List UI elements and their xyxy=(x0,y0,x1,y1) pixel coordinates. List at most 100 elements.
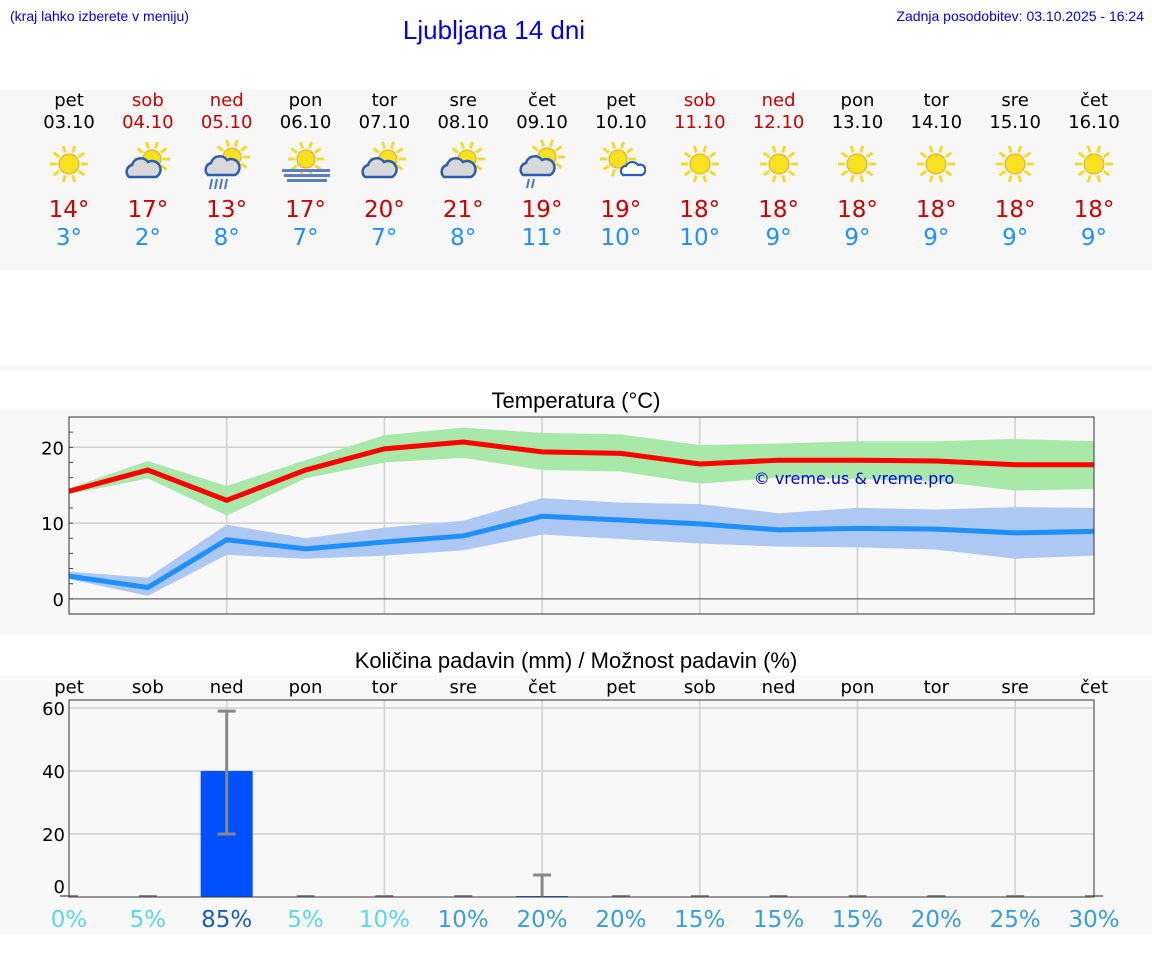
fog-sun-icon xyxy=(281,139,331,189)
max-temp: 18° xyxy=(915,197,957,223)
day-date: 16.10 xyxy=(1068,112,1120,133)
sun-icon xyxy=(754,139,804,189)
day-name: tor xyxy=(371,90,398,111)
sun-icon xyxy=(832,139,882,189)
max-temp: 14° xyxy=(48,197,90,223)
sun-icon xyxy=(911,139,961,189)
precipitation-probability: 20% xyxy=(911,907,962,933)
min-temp: 9° xyxy=(923,225,950,251)
x-day-label: ned xyxy=(210,677,244,698)
light-rain-icon xyxy=(517,139,567,189)
x-day-label: pet xyxy=(54,677,84,698)
day-date: 11.10 xyxy=(674,112,726,133)
day-column: pon 06.10 17° 7° xyxy=(266,90,346,251)
precipitation-probability: 30% xyxy=(1068,907,1119,933)
y-tick-label: 20 xyxy=(41,438,64,459)
day-column: tor 14.10 18° 9° xyxy=(896,90,976,251)
min-temp: 7° xyxy=(371,225,398,251)
location-hint: (kraj lahko izberete v meniju) xyxy=(10,8,189,24)
day-name: čet xyxy=(528,90,557,111)
max-temp: 18° xyxy=(679,197,721,223)
y-tick-label: 10 xyxy=(41,514,64,535)
temperature-title: Temperatura (°C) xyxy=(491,388,661,413)
y-tick-label: 60 xyxy=(42,699,65,720)
precipitation-probability: 10% xyxy=(359,907,410,933)
max-temp: 18° xyxy=(837,197,878,223)
min-temp-line xyxy=(68,513,1095,591)
watermark: © vreme.us & vreme.pro xyxy=(754,469,955,488)
min-temp: 8° xyxy=(213,225,240,251)
min-temp: 9° xyxy=(1080,225,1108,251)
day-column: sob 11.10 18° 10° xyxy=(660,90,740,251)
precipitation-probability: 5% xyxy=(287,907,324,933)
x-day-label: čet xyxy=(528,677,556,698)
max-temp: 17° xyxy=(285,197,326,223)
day-date: 06.10 xyxy=(279,112,332,133)
min-temp-range-band xyxy=(69,498,1094,596)
day-name: tor xyxy=(923,90,950,111)
day-column: čet 09.10 19° 11° xyxy=(502,90,582,251)
min-temp: 9° xyxy=(765,225,792,251)
max-temp: 18° xyxy=(1073,197,1115,223)
day-column: sob 04.10 17° 2° xyxy=(108,90,188,251)
day-column: ned 05.10 13° 8° xyxy=(187,90,267,251)
day-name: ned xyxy=(209,90,244,111)
day-date: 09.10 xyxy=(516,112,568,133)
last-updated: Zadnja posodobitev: 03.10.2025 - 16:24 xyxy=(896,8,1144,24)
precipitation-plot-frame xyxy=(68,699,1095,898)
divider xyxy=(0,365,1152,370)
day-name: ned xyxy=(761,90,796,111)
max-temp: 19° xyxy=(521,197,563,223)
day-date: 12.10 xyxy=(752,112,805,133)
day-name: sob xyxy=(683,90,716,111)
precipitation-probability: 5% xyxy=(130,907,167,933)
precipitation-probability: 15% xyxy=(832,907,883,933)
day-column: sre 08.10 21° 8° xyxy=(423,90,503,251)
x-day-label: sob xyxy=(684,677,716,698)
day-date: 04.10 xyxy=(122,112,174,133)
max-temp-range-band xyxy=(69,427,1094,516)
day-name: sre xyxy=(1001,90,1029,111)
min-temp: 7° xyxy=(292,225,319,251)
min-temp: 9° xyxy=(844,225,871,251)
y-tick-label: 40 xyxy=(42,762,65,783)
precipitation-probability: 15% xyxy=(753,907,804,933)
day-column: sre 15.10 18° 9° xyxy=(975,90,1055,251)
day-date: 14.10 xyxy=(910,112,963,133)
x-day-label: sob xyxy=(132,677,164,698)
min-temp: 2° xyxy=(134,225,161,251)
x-day-label: pon xyxy=(289,677,323,698)
precipitation-probability: 20% xyxy=(517,907,568,933)
x-day-label: pon xyxy=(841,677,875,698)
sun-icon xyxy=(990,139,1040,189)
rain-shower-icon xyxy=(202,139,252,190)
temperature-plot-frame xyxy=(68,416,1095,615)
day-column: tor 07.10 20° 7° xyxy=(344,90,424,251)
day-name: pet xyxy=(54,90,84,111)
day-name: pon xyxy=(288,90,323,111)
x-day-label: čet xyxy=(1080,677,1108,698)
x-day-label: pet xyxy=(606,677,636,698)
day-date: 05.10 xyxy=(200,112,253,133)
partly-cloudy-icon xyxy=(123,139,173,189)
day-date: 15.10 xyxy=(989,112,1041,133)
max-temp: 18° xyxy=(994,197,1036,223)
sun-icon xyxy=(44,139,94,189)
day-date: 10.10 xyxy=(595,112,647,133)
day-column: pon 13.10 18° 9° xyxy=(817,90,897,251)
day-date: 13.10 xyxy=(831,112,884,133)
precipitation-probability: 85% xyxy=(201,907,252,933)
day-column: pet 03.10 14° 3° xyxy=(29,90,109,251)
min-temp: 8° xyxy=(450,225,477,251)
min-temp: 3° xyxy=(55,225,83,251)
day-name: čet xyxy=(1079,90,1109,111)
max-temp: 13° xyxy=(206,197,248,223)
day-column: ned 12.10 18° 9° xyxy=(739,90,819,251)
max-temp: 21° xyxy=(442,197,484,223)
forecast-strip xyxy=(0,90,1152,270)
max-temp-line xyxy=(68,439,1094,504)
y-tick-label: 0 xyxy=(53,590,64,611)
day-name: pet xyxy=(606,90,636,111)
min-temp: 11° xyxy=(521,225,563,251)
